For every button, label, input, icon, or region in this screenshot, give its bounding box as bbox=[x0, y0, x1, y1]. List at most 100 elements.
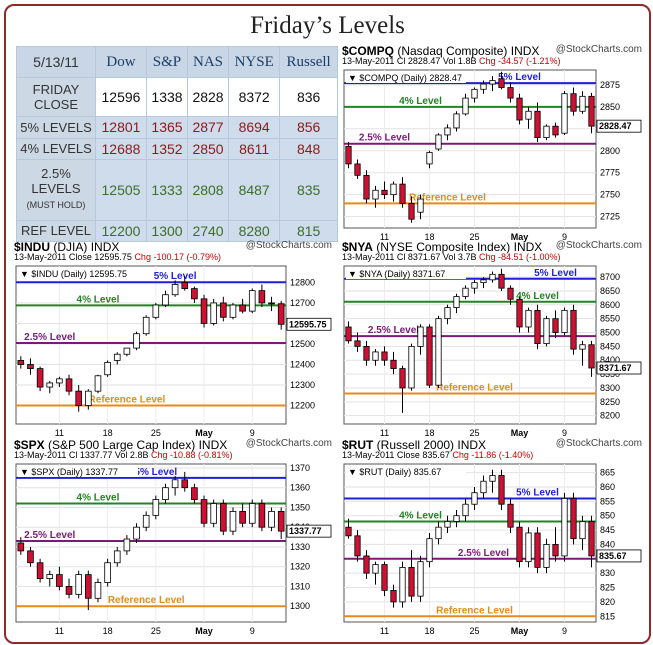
x-tick-label: 9 bbox=[250, 428, 255, 438]
candle-body bbox=[390, 359, 397, 369]
chart-legend: ▼ $NYA (Daily) 8371.67 bbox=[348, 269, 445, 279]
candle-body bbox=[444, 521, 451, 528]
candle-body bbox=[94, 582, 102, 599]
chart-plot: 8200825083008350840084508500855086008650… bbox=[343, 265, 642, 438]
chart-plot: 2725275027752800282528502875111825May95%… bbox=[343, 69, 642, 242]
y-tick-label: 12200 bbox=[290, 401, 315, 411]
candle-body bbox=[258, 290, 266, 304]
candle-body bbox=[210, 302, 217, 324]
table-cell: 835 bbox=[279, 158, 338, 221]
candle-body bbox=[444, 307, 451, 320]
last-price-label: 1337.77 bbox=[289, 526, 322, 536]
chart-change: Chg -100.17 (-0.79%) bbox=[134, 252, 221, 262]
candle-body bbox=[489, 273, 496, 281]
candle-body bbox=[171, 284, 179, 296]
chart-change: Chg -10.88 (-0.81%) bbox=[150, 450, 233, 460]
y-tick-label: 1360 bbox=[290, 483, 310, 493]
column-header: NYSE bbox=[228, 46, 281, 78]
candle-body bbox=[133, 526, 140, 540]
candle-body bbox=[588, 521, 595, 557]
candle-body bbox=[354, 340, 361, 347]
x-tick-label: 25 bbox=[469, 428, 479, 438]
candle-body bbox=[200, 298, 208, 324]
row-label: FRIDAY CLOSE bbox=[16, 76, 96, 118]
chart-change: Chg -11.86 (-1.40%) bbox=[452, 450, 534, 460]
candle-body bbox=[239, 511, 246, 524]
candle-body bbox=[200, 499, 208, 524]
candle-body bbox=[354, 163, 361, 176]
candle-body bbox=[94, 375, 102, 392]
y-tick-label: 845 bbox=[600, 525, 615, 535]
y-tick-label: 12800 bbox=[290, 277, 315, 287]
row-label: 2.5% LEVELS (MUST HOLD) bbox=[16, 158, 96, 221]
candle-body bbox=[498, 273, 505, 289]
candle-body bbox=[561, 498, 568, 557]
page-frame: Friday’s Levels 5/13/11 Dow S&P NAS NYSE… bbox=[4, 4, 651, 644]
nya-chart: $NYA (NYSE Composite Index) INDX @StockCh… bbox=[342, 240, 642, 440]
plot-border bbox=[343, 463, 597, 623]
y-tick-label: 855 bbox=[600, 496, 615, 506]
row-label: 4% LEVELS bbox=[16, 137, 96, 160]
spx-chart: $SPX (S&P 500 Large Cap Index) INDX @Stoc… bbox=[14, 438, 332, 638]
candle-body bbox=[498, 475, 505, 505]
level-label: 5% Level bbox=[534, 268, 577, 279]
x-tick-label: 25 bbox=[469, 232, 479, 242]
chart-close: Close 835.67 bbox=[396, 450, 453, 460]
legend-box bbox=[346, 72, 466, 83]
chart-plot: 815820825830835840845850855860865111825M… bbox=[343, 463, 642, 636]
level-label: 2.5% Level bbox=[359, 133, 410, 144]
x-tick-label: 11 bbox=[380, 232, 389, 242]
candle-body bbox=[220, 503, 227, 532]
chart-source: @StockCharts.com bbox=[555, 438, 642, 449]
y-tick-label: 840 bbox=[600, 539, 615, 549]
x-tick-label: 18 bbox=[424, 232, 434, 242]
chart-legend: ▼ $RUT (Daily) 835.67 bbox=[348, 467, 441, 477]
y-tick-label: 8250 bbox=[600, 397, 620, 407]
candle-body bbox=[372, 351, 379, 361]
table-cell: 2850 bbox=[186, 137, 230, 160]
candle-body bbox=[552, 125, 559, 136]
y-tick-label: 8600 bbox=[600, 300, 620, 310]
last-price-label: 12595.75 bbox=[289, 319, 327, 329]
candle-body bbox=[489, 475, 496, 482]
level-label: Reference Level bbox=[436, 605, 513, 616]
chart-index-name: (S&P 500 Large Cap Index) bbox=[44, 438, 199, 452]
candle-body bbox=[345, 326, 352, 342]
candle-body bbox=[570, 93, 577, 112]
candle-body bbox=[462, 287, 469, 297]
chart-date: 13-May-2011 bbox=[14, 252, 69, 262]
x-tick-label: 11 bbox=[55, 626, 64, 636]
x-tick-label: 9 bbox=[562, 232, 567, 242]
chart-close: Cl 8371.67 bbox=[396, 252, 443, 262]
candle-body bbox=[220, 302, 227, 318]
candle-body bbox=[152, 304, 160, 318]
chart-legend: ▼ $INDU (Daily) 12595.75 bbox=[20, 269, 127, 279]
candle-body bbox=[543, 544, 550, 568]
candle-body bbox=[498, 78, 505, 88]
last-price-label: 835.67 bbox=[599, 551, 627, 561]
candle-body bbox=[489, 80, 496, 85]
chart-symbol: $NYA (NYSE Composite Index) INDX bbox=[342, 240, 542, 254]
x-tick-label: 11 bbox=[55, 428, 64, 438]
candle-body bbox=[363, 555, 370, 574]
candle-body bbox=[27, 550, 34, 564]
candle-body bbox=[561, 93, 568, 134]
chart-source: @StockCharts.com bbox=[555, 240, 642, 251]
candle-body bbox=[453, 515, 460, 522]
y-tick-label: 12400 bbox=[290, 359, 315, 369]
candle-body bbox=[36, 562, 44, 579]
candle-body bbox=[543, 125, 550, 138]
candle-body bbox=[588, 344, 595, 369]
row-label: REF LEVEL bbox=[16, 219, 96, 243]
chart-source: @StockCharts.com bbox=[245, 438, 332, 449]
chart-symbol: $INDU (DJIA) INDX bbox=[14, 240, 119, 254]
column-header: S&P bbox=[145, 46, 189, 78]
chart-date: 13-May-2011 bbox=[342, 56, 397, 66]
candle-body bbox=[426, 326, 433, 386]
candle-body bbox=[507, 503, 514, 528]
levels-table: 5/13/11 Dow S&P NAS NYSE Russell FRIDAY … bbox=[16, 46, 338, 243]
level-label: 5% Level bbox=[498, 72, 541, 83]
candle-body bbox=[56, 378, 63, 384]
candle-body bbox=[381, 564, 388, 591]
level-label: 2.5% Level bbox=[368, 325, 419, 336]
